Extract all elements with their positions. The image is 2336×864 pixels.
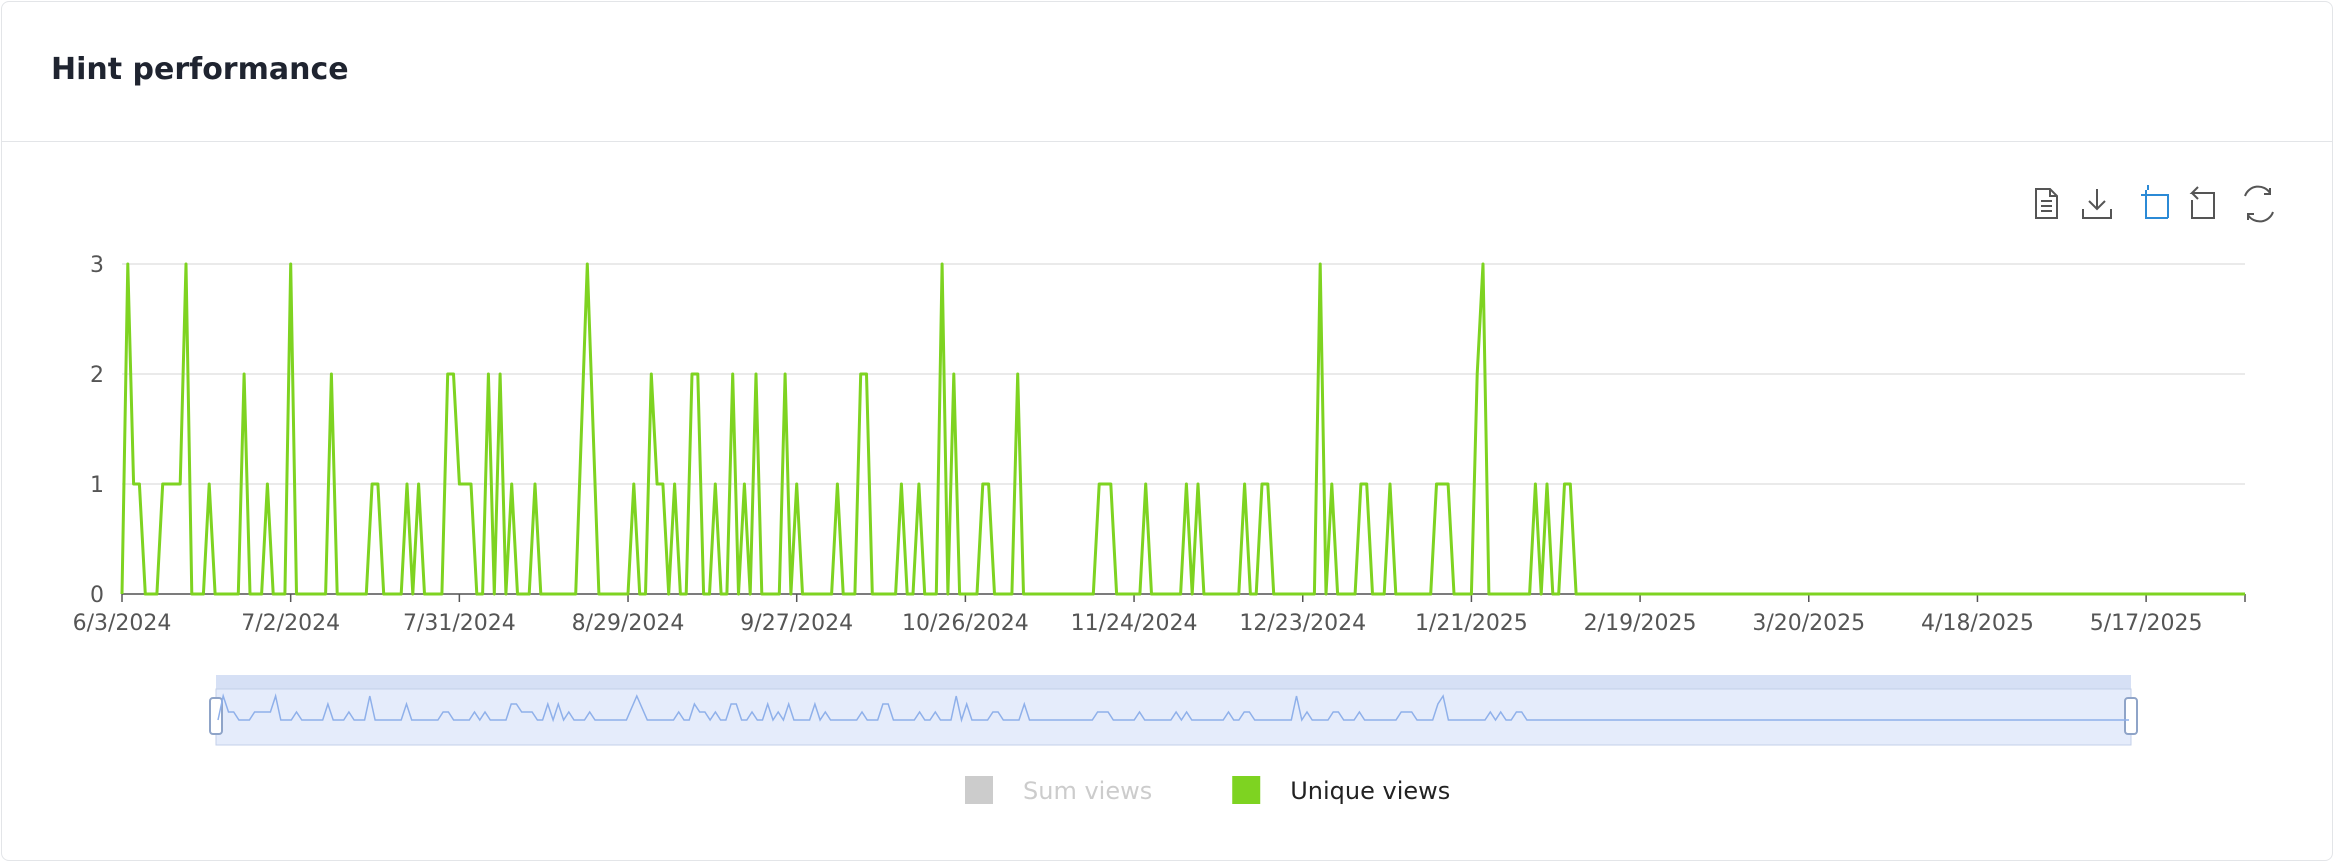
save-image-button[interactable] (2082, 189, 2112, 219)
x-tick-label: 3/20/2025 (1752, 611, 1865, 636)
legend-item[interactable]: Unique views (1232, 776, 1450, 805)
y-tick-label: 2 (90, 363, 104, 388)
x-tick-label: 7/31/2024 (403, 611, 516, 636)
y-tick-label: 3 (90, 253, 104, 278)
x-tick-label: 8/29/2024 (572, 611, 685, 636)
zoom-reset-button[interactable] (2189, 186, 2215, 219)
card-header (2, 2, 2332, 142)
legend-item[interactable]: Sum views (965, 776, 1152, 805)
x-tick-label: 2/19/2025 (1584, 611, 1697, 636)
zoom-preview-line (217, 693, 2129, 723)
restore-button[interactable] (2244, 185, 2274, 223)
x-tick-label: 4/18/2025 (1921, 611, 2034, 636)
y-tick-label: 1 (90, 473, 104, 498)
legend-label: Sum views (1023, 777, 1152, 805)
x-tick-label: 11/24/2024 (1071, 611, 1198, 636)
card-title: Hint performance (51, 52, 349, 87)
x-tick-label: 5/17/2025 (2090, 611, 2203, 636)
legend-swatch (1232, 776, 1261, 804)
data-view-button[interactable] (2035, 188, 2058, 219)
y-tick-label: 0 (90, 583, 104, 608)
x-tick-label: 12/23/2024 (1239, 611, 1366, 636)
x-tick-label: 9/27/2024 (740, 611, 853, 636)
zoom-handle-right[interactable] (2124, 697, 2138, 735)
toolbox (2035, 185, 2274, 223)
x-tick-label: 6/3/2024 (73, 611, 172, 636)
zoom-button[interactable] (2141, 185, 2169, 219)
zoom-handle-bar[interactable] (216, 675, 2131, 689)
legend-swatch (965, 776, 993, 804)
data-line (120, 262, 2245, 596)
x-tick-label: 1/21/2025 (1415, 611, 1528, 636)
zoom-handle-left[interactable] (209, 697, 223, 735)
x-tick-label: 7/2/2024 (241, 611, 340, 636)
legend-label: Unique views (1290, 777, 1450, 805)
data-zoom (209, 675, 2138, 746)
x-tick-label: 10/26/2024 (902, 611, 1029, 636)
